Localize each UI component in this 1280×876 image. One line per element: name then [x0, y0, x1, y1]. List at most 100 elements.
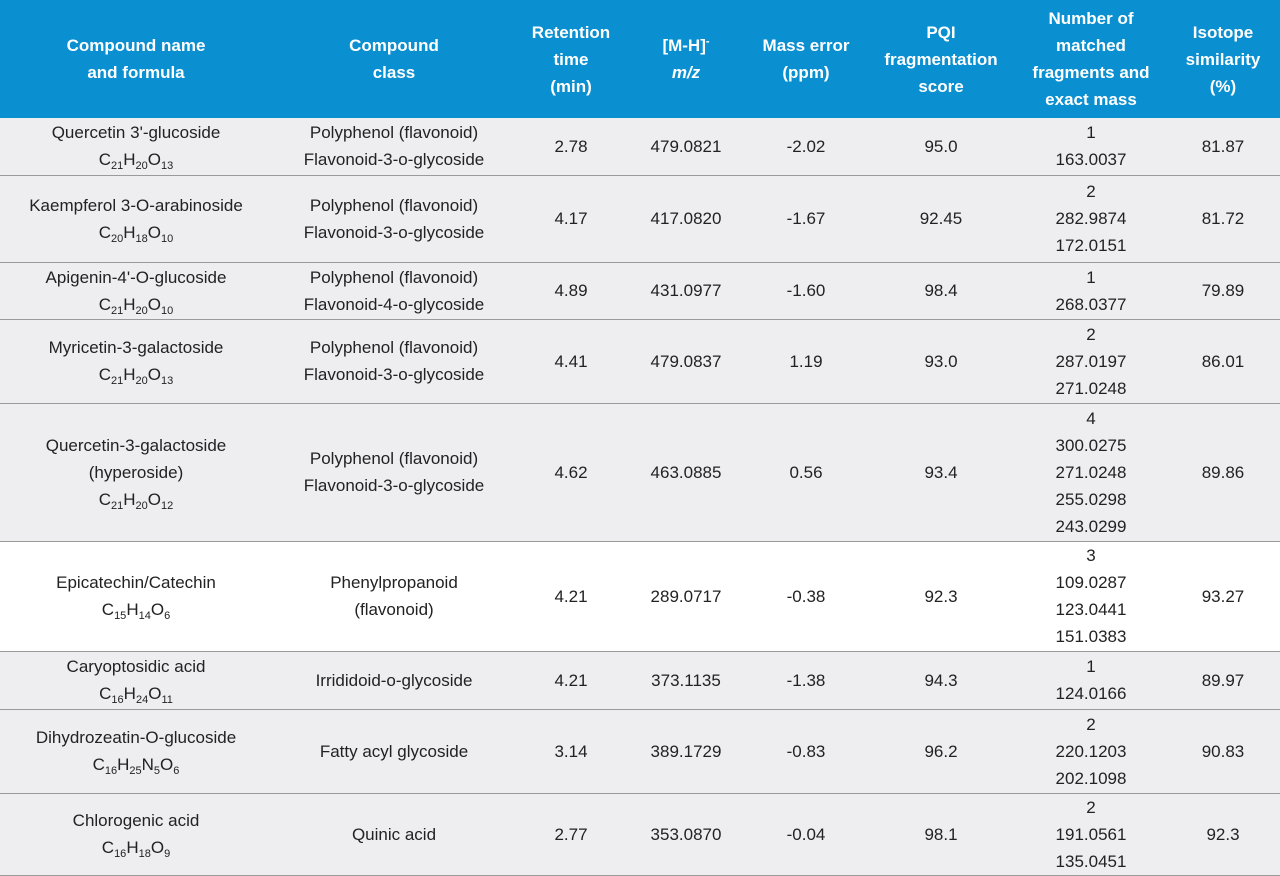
- fragments-cell: 1 163.0037: [1016, 118, 1166, 176]
- formula-subscript: 5: [153, 765, 161, 777]
- compound-cell: Chlorogenic acid C16H18O9: [0, 793, 272, 876]
- formula-element: H: [117, 755, 130, 774]
- compound-class-line: Flavonoid-3-o-glycoside: [303, 222, 485, 242]
- retention-time-cell: 4.21: [516, 541, 626, 652]
- pqi-score-cell: 92.45: [866, 175, 1016, 263]
- mz-cell: 479.0837: [626, 319, 746, 404]
- formula-subscript: 15: [114, 610, 127, 622]
- fragment-count: 2: [1086, 182, 1096, 201]
- formula-subscript: 9: [164, 848, 171, 860]
- fragment-mass: 172.0151: [1055, 236, 1127, 255]
- header-mass-error: Mass error (ppm): [746, 0, 866, 118]
- header-compound: Compound name and formula: [0, 0, 272, 118]
- formula-subscript: 21: [111, 304, 124, 317]
- fragment-mass: 123.0441: [1055, 600, 1127, 619]
- header-line: similarity: [1185, 49, 1261, 69]
- formula-subscript: 11: [161, 694, 173, 706]
- formula-element: O: [150, 838, 165, 857]
- fragment-mass: 282.9874: [1055, 209, 1127, 228]
- fragment-mass: 300.0275: [1055, 435, 1127, 455]
- compound-cell: Myricetin-3-galactoside C21H20O13: [0, 319, 272, 404]
- retention-time-cell: 2.77: [516, 793, 626, 876]
- compound-class-cell: Polyphenol (flavonoid) Flavonoid-3-o-glyc…: [272, 403, 516, 542]
- pqi-score-cell: 93.4: [866, 403, 1016, 542]
- table-header: Compound name and formula Compound class…: [0, 0, 1280, 118]
- fragment-mass: 191.0561: [1055, 824, 1127, 844]
- header-line: and formula: [87, 63, 185, 82]
- formula-element: C: [98, 222, 111, 242]
- fragment-mass: 124.0166: [1055, 684, 1127, 703]
- table-row: Apigenin-4'-O-glucoside C21H20O10 Polyphen…: [0, 262, 1280, 320]
- compound-name: Chlorogenic acid: [72, 811, 200, 830]
- header-line: (%): [1209, 76, 1237, 96]
- isotope-similarity-cell: 93.27: [1166, 541, 1280, 652]
- retention-time-cell: 2.78: [516, 118, 626, 176]
- compound-name: Epicatechin/Catechin: [56, 573, 216, 592]
- mz-cell: 373.1135: [626, 651, 746, 710]
- header-line: class: [372, 63, 416, 82]
- formula-element: O: [147, 294, 162, 314]
- formula-subscript: 16: [104, 765, 118, 777]
- fragments-cell: 3 109.0287 123.0441 151.0383: [1016, 541, 1166, 652]
- formula-element: H: [123, 365, 136, 384]
- formula-subscript: 20: [135, 375, 148, 387]
- compound-name: Dihydrozeatin-O-glucoside: [35, 728, 237, 747]
- formula-element: O: [147, 365, 162, 384]
- header-line: exact mass: [1045, 90, 1137, 109]
- retention-time-cell: 4.89: [516, 262, 626, 320]
- compound-cell: Apigenin-4'-O-glucoside C21H20O10: [0, 262, 272, 320]
- formula-element: C: [99, 684, 112, 703]
- compound-formula: C16H18O9: [2, 834, 270, 861]
- compound-class-cell: Phenylpropanoid (flavonoid): [272, 541, 516, 652]
- fragments-cell: 2 287.0197 271.0248: [1016, 319, 1166, 404]
- formula-element: C: [98, 365, 111, 384]
- table-row: Quercetin 3'-glucoside C21H20O13 Polypheno…: [0, 118, 1280, 176]
- formula-subscript: 10: [161, 304, 174, 317]
- formula-element: C: [98, 489, 111, 509]
- header-line: m/z: [630, 59, 742, 86]
- header-pqi-score: PQI fragmentation score: [866, 0, 1016, 118]
- header-line: matched: [1056, 36, 1126, 55]
- formula-subscript: 14: [138, 610, 151, 622]
- retention-time-cell: 3.14: [516, 709, 626, 794]
- compound-class-line: Quinic acid: [351, 824, 437, 844]
- fragment-mass: 287.0197: [1055, 351, 1127, 371]
- mz-cell: 479.0821: [626, 118, 746, 176]
- header-fragments: Number of matched fragments and exact ma…: [1016, 0, 1166, 118]
- formula-element: C: [98, 150, 111, 170]
- compound-class-cell: Polyphenol (flavonoid) Flavonoid-3-o-glyc…: [272, 175, 516, 263]
- fragment-mass: 163.0037: [1055, 150, 1127, 170]
- formula-element: O: [147, 489, 162, 509]
- pqi-score-cell: 98.1: [866, 793, 1016, 876]
- compound-formula: C21H20O13: [2, 146, 270, 173]
- formula-subscript: 16: [111, 694, 124, 706]
- compound-class-cell: Quinic acid: [272, 793, 516, 876]
- mz-cell: 289.0717: [626, 541, 746, 652]
- fragment-mass: 151.0383: [1055, 627, 1127, 646]
- pqi-score-cell: 92.3: [866, 541, 1016, 652]
- formula-subscript: 13: [161, 375, 174, 387]
- header-isotope-similarity: Isotope similarity (%): [1166, 0, 1280, 118]
- header-row: Compound name and formula Compound class…: [0, 0, 1280, 118]
- fragment-mass: 109.0287: [1055, 573, 1127, 592]
- fragment-mass: 271.0248: [1055, 462, 1127, 482]
- fragment-count: 2: [1086, 797, 1096, 817]
- fragment-count: 1: [1086, 267, 1096, 287]
- formula-element: N: [141, 755, 154, 774]
- table-row: Chlorogenic acid C16H18O9 Quinic acid 2.77 3…: [0, 793, 1280, 876]
- fragments-cell: 2 282.9874 172.0151: [1016, 175, 1166, 263]
- formula-element: H: [123, 489, 136, 509]
- compound-class-cell: Fatty acyl glycoside: [272, 709, 516, 794]
- formula-subscript: 18: [135, 232, 148, 245]
- compound-name: (hyperoside): [88, 462, 184, 482]
- compound-cell: Quercetin-3-galactoside (hyperoside) C21H2…: [0, 403, 272, 542]
- compound-class-cell: Polyphenol (flavonoid) Flavonoid-4-o-glyc…: [272, 262, 516, 320]
- compound-cell: Caryoptosidic acid C16H24O11: [0, 651, 272, 710]
- mass-error-cell: -1.60: [746, 262, 866, 320]
- pqi-score-cell: 94.3: [866, 651, 1016, 710]
- formula-element: O: [150, 600, 165, 619]
- isotope-similarity-cell: 79.89: [1166, 262, 1280, 320]
- formula-element: C: [98, 294, 111, 314]
- header-mz-main: [M-H]: [662, 36, 706, 55]
- table-row: Myricetin-3-galactoside C21H20O13 Polyphen…: [0, 319, 1280, 404]
